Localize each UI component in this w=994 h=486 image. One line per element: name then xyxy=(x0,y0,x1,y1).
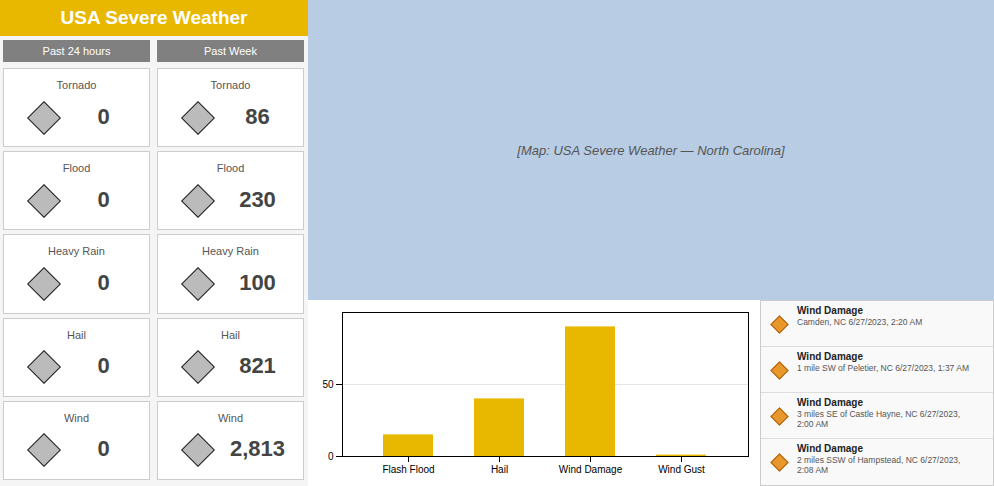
html-text:3 miles SE of Castle Hayne, NC: 3 miles SE of Castle Hayne, NC 6/27/2023… xyxy=(797,409,960,429)
html-text:2,813: 2,813 xyxy=(230,436,285,462)
svg-text:Wind Gust: Wind Gust xyxy=(658,464,705,475)
html-text:230: 230 xyxy=(239,186,276,212)
html-text:2 miles SSW of Hampstead, NC 6: 2 miles SSW of Hampstead, NC 6/27/2023, … xyxy=(797,455,961,475)
html-text:0: 0 xyxy=(97,353,110,379)
html-text:Flood: Flood xyxy=(216,162,245,175)
svg-text:50: 50 xyxy=(322,379,334,390)
html-text:Wind: Wind xyxy=(218,411,243,424)
html-text:USA Severe Weather: USA Severe Weather xyxy=(60,7,248,28)
html-text:821: 821 xyxy=(239,353,276,379)
html-text:0: 0 xyxy=(97,269,110,295)
html-text:Hail: Hail xyxy=(67,328,86,341)
html-text:1 mile SW of Peletier, NC 6/27: 1 mile SW of Peletier, NC 6/27/2023, 1:3… xyxy=(797,363,969,373)
html-text:Wind Damage: Wind Damage xyxy=(797,305,863,316)
html-text:Heavy Rain: Heavy Rain xyxy=(202,245,259,258)
svg-text:Wind Damage: Wind Damage xyxy=(559,464,623,475)
html-text:0: 0 xyxy=(97,103,110,129)
html-text:Tornado: Tornado xyxy=(210,79,251,91)
html-text:Past Week: Past Week xyxy=(204,45,257,57)
html-text:Wind: Wind xyxy=(64,411,89,424)
html-text:Past 24 hours: Past 24 hours xyxy=(42,45,111,57)
html-text:Wind Damage: Wind Damage xyxy=(797,397,863,408)
svg-text:Flash Flood: Flash Flood xyxy=(382,464,434,475)
html-text:0: 0 xyxy=(97,186,110,212)
html-text:Hail: Hail xyxy=(221,328,240,341)
html-text:86: 86 xyxy=(245,103,270,129)
html-text:0: 0 xyxy=(97,436,110,462)
html-text:Camden, NC 6/27/2023, 2:20 AM: Camden, NC 6/27/2023, 2:20 AM xyxy=(797,317,923,327)
html-text:[Map: USA Severe Weather — Nor: [Map: USA Severe Weather — North Carolin… xyxy=(517,142,785,158)
html-text:Heavy Rain: Heavy Rain xyxy=(48,245,105,258)
svg-text:Hail: Hail xyxy=(491,464,508,475)
html-text:Wind Damage: Wind Damage xyxy=(797,443,863,454)
html-text:100: 100 xyxy=(239,269,276,295)
html-text:Tornado: Tornado xyxy=(56,79,97,91)
html-text:Flood: Flood xyxy=(62,162,91,175)
html-text:Wind Damage: Wind Damage xyxy=(797,351,863,362)
svg-text:0: 0 xyxy=(328,451,334,462)
